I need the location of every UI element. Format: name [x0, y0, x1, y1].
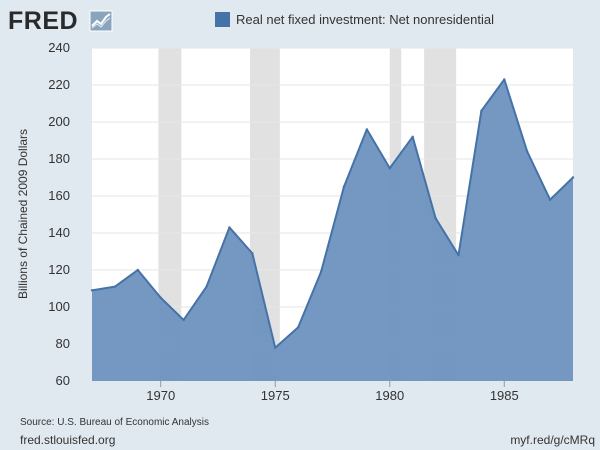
x-tick-label: 1970	[146, 388, 175, 403]
x-tick-label: 1985	[490, 388, 519, 403]
y-tick-label: 160	[48, 188, 70, 203]
data-point	[548, 198, 552, 201]
y-axis-tick-labels: 60 80 100 120 140 160 180 200 220 240	[48, 40, 70, 388]
data-point	[480, 109, 483, 113]
data-point	[457, 254, 460, 257]
data-point	[113, 285, 117, 288]
fred-logo[interactable]: FRED	[8, 7, 113, 35]
data-point	[434, 217, 437, 220]
data-point	[251, 252, 254, 255]
data-point	[90, 289, 94, 292]
logo-text: FRED	[8, 7, 78, 35]
line-chart-icon	[89, 10, 113, 32]
y-tick-label: 80	[56, 336, 70, 351]
recession-band	[158, 48, 182, 381]
y-tick-label: 100	[48, 299, 70, 314]
data-point	[228, 226, 231, 229]
y-tick-label: 240	[48, 40, 70, 55]
data-point	[365, 128, 369, 131]
data-series	[90, 78, 575, 381]
x-axis-tick-labels: 1970 1975 1980 1985	[146, 381, 519, 403]
x-tick-label: 1975	[261, 388, 290, 403]
site-link[interactable]: fred.stlouisfed.org	[20, 433, 115, 447]
legend: Real net fixed investment: Net nonreside…	[215, 12, 494, 27]
data-point	[274, 346, 277, 349]
y-tick-label: 180	[48, 151, 70, 166]
data-point	[205, 285, 208, 288]
y-axis-title: Billions of Chained 2009 Dollars	[16, 129, 30, 299]
data-point	[182, 318, 185, 322]
series-line	[91, 78, 574, 349]
data-point	[411, 135, 414, 138]
y-tick-label: 120	[48, 262, 70, 277]
data-point	[388, 167, 391, 170]
data-point	[571, 176, 575, 179]
data-point	[296, 326, 300, 329]
data-point	[342, 185, 346, 188]
source-text: Source: U.S. Bureau of Economic Analysis	[20, 417, 209, 428]
short-url-link[interactable]: myf.red/g/cMRq	[510, 433, 595, 447]
y-tick-label: 220	[48, 77, 70, 92]
legend-label: Real net fixed investment: Net nonreside…	[236, 12, 494, 27]
data-point	[525, 150, 529, 153]
data-point	[503, 78, 506, 81]
legend-swatch	[215, 12, 230, 27]
y-tick-label: 200	[48, 114, 70, 129]
x-tick-label: 1980	[375, 388, 404, 403]
data-point	[159, 296, 162, 299]
data-point	[136, 268, 140, 272]
data-point	[319, 270, 323, 274]
y-tick-label: 140	[48, 225, 70, 240]
y-tick-label: 60	[56, 373, 70, 388]
